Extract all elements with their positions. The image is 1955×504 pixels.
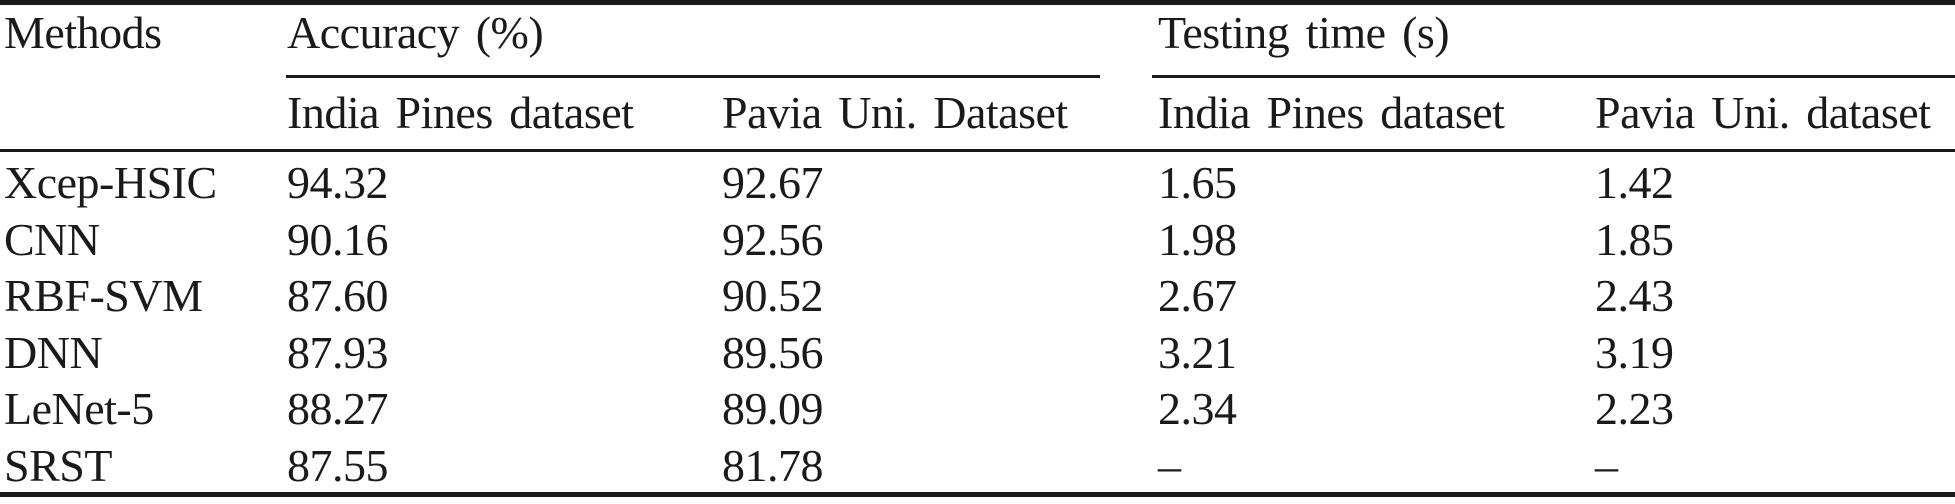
time-india-pines-cell: 1.98 xyxy=(1158,213,1237,265)
time-pavia-uni-cell: 1.85 xyxy=(1595,213,1674,265)
time-india-pines-cell: 2.34 xyxy=(1158,383,1237,434)
testing-time-group-rule xyxy=(1152,75,1955,78)
column-header-methods: Methods xyxy=(4,7,162,58)
accuracy-india-pines-cell: 87.93 xyxy=(287,326,389,378)
time-pavia-uni-cell: 2.23 xyxy=(1595,383,1674,434)
table-row: RBF-SVM 87.60 90.52 2.67 2.43 xyxy=(0,268,1955,325)
table-row: DNN 87.93 89.56 3.21 3.19 xyxy=(0,325,1955,382)
table-row: Xcep-HSIC 94.32 92.67 1.65 1.42 xyxy=(0,155,1955,212)
subheader-accuracy-india-pines: India Pines dataset xyxy=(287,87,634,138)
time-india-pines-cell: 2.67 xyxy=(1158,270,1237,321)
accuracy-india-pines-cell: 88.27 xyxy=(287,383,389,434)
accuracy-group-rule xyxy=(286,75,1100,78)
subheader-testing-india-pines: India Pines dataset xyxy=(1158,87,1505,138)
accuracy-india-pines-cell: 94.32 xyxy=(287,157,389,208)
method-cell: CNN xyxy=(4,213,100,265)
time-pavia-uni-cell: 3.19 xyxy=(1595,326,1674,378)
method-cell: SRST xyxy=(4,439,112,491)
time-pavia-uni-cell: 1.42 xyxy=(1595,157,1674,208)
accuracy-pavia-uni-cell: 92.56 xyxy=(722,213,824,265)
method-cell: RBF-SVM xyxy=(4,270,203,321)
accuracy-india-pines-cell: 87.60 xyxy=(287,270,389,321)
table-row: CNN 90.16 92.56 1.98 1.85 xyxy=(0,212,1955,269)
accuracy-pavia-uni-cell: 81.78 xyxy=(722,439,824,491)
time-pavia-uni-cell: – xyxy=(1595,439,1618,491)
subheader-accuracy-pavia-uni: Pavia Uni. Dataset xyxy=(722,87,1068,138)
table-header: Methods Accuracy (%) Testing time (s) In… xyxy=(0,0,1955,152)
method-cell: Xcep-HSIC xyxy=(4,157,217,208)
method-cell: DNN xyxy=(4,326,103,378)
table-bottom-rule xyxy=(0,492,1955,497)
accuracy-india-pines-cell: 87.55 xyxy=(287,439,389,491)
time-india-pines-cell: 1.65 xyxy=(1158,157,1237,208)
table-row: SRST 87.55 81.78 – – xyxy=(0,438,1955,495)
accuracy-pavia-uni-cell: 89.56 xyxy=(722,326,824,378)
group-header-accuracy: Accuracy (%) xyxy=(287,7,544,58)
time-india-pines-cell: – xyxy=(1158,439,1181,491)
time-india-pines-cell: 3.21 xyxy=(1158,326,1237,378)
table-row: LeNet-5 88.27 89.09 2.34 2.23 xyxy=(0,381,1955,438)
accuracy-india-pines-cell: 90.16 xyxy=(287,213,389,265)
table-header-rule xyxy=(0,149,1955,152)
subheader-testing-pavia-uni: Pavia Uni. dataset xyxy=(1595,87,1931,138)
method-cell: LeNet-5 xyxy=(4,383,154,434)
accuracy-pavia-uni-cell: 89.09 xyxy=(722,383,824,434)
table-top-rule xyxy=(0,0,1955,5)
table-body: Xcep-HSIC 94.32 92.67 1.65 1.42 CNN 90.1… xyxy=(0,152,1955,494)
time-pavia-uni-cell: 2.43 xyxy=(1595,270,1674,321)
accuracy-pavia-uni-cell: 92.67 xyxy=(722,157,824,208)
accuracy-pavia-uni-cell: 90.52 xyxy=(722,270,824,321)
group-header-testing-time: Testing time (s) xyxy=(1158,7,1450,58)
